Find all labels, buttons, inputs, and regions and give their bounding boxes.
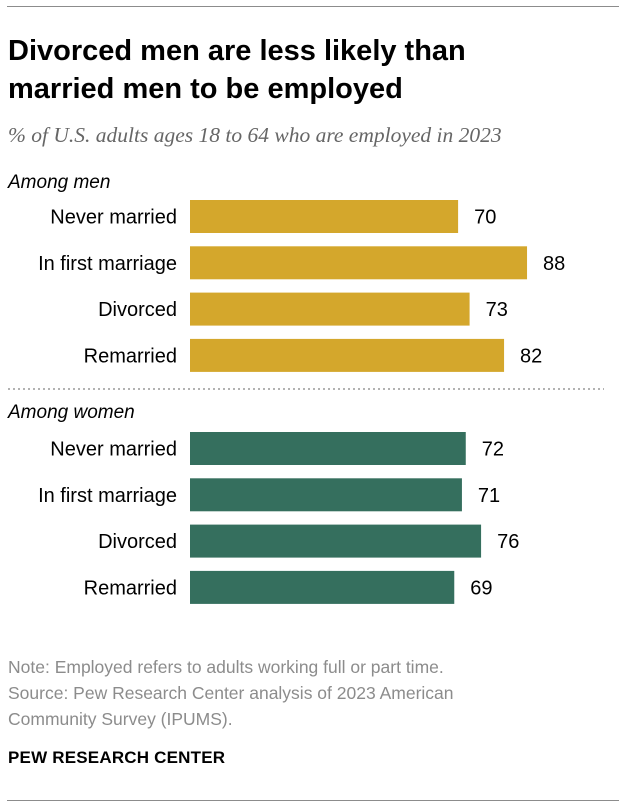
data-label: 73: [486, 299, 508, 321]
note-text: Note: Employed refers to adults working …: [8, 657, 444, 677]
source-text-line-1: Source: Pew Research Center analysis of …: [8, 683, 454, 703]
category-label: Never married: [50, 439, 177, 461]
chart-subtitle: % of U.S. adults ages 18 to 64 who are e…: [8, 123, 502, 147]
title-line-2: married men to be employed: [8, 73, 403, 105]
category-label: Remarried: [84, 345, 177, 367]
organization-name: PEW RESEARCH CENTER: [8, 748, 226, 767]
bar: [190, 338, 505, 372]
bar: [190, 524, 482, 558]
bottom-rule: [7, 800, 619, 801]
bar: [190, 200, 459, 233]
bar: [190, 478, 462, 512]
chart-title: Divorced men are less likely than marrie…: [8, 32, 608, 108]
source-text-line-2: Community Survey (IPUMS).: [8, 709, 233, 729]
data-label: 76: [497, 531, 519, 553]
group-label-women: Among women: [7, 402, 135, 423]
data-label: 70: [474, 207, 496, 229]
category-label: Never married: [50, 207, 177, 229]
category-label: Divorced: [98, 531, 177, 553]
chart-notes: Note: Employed refers to adults working …: [8, 654, 608, 732]
bar: [190, 246, 528, 280]
data-label: 88: [543, 253, 565, 275]
category-label: In first marriage: [38, 253, 177, 275]
category-label: Remarried: [84, 577, 177, 599]
group-label-men: Among men: [7, 172, 110, 193]
category-label: Divorced: [98, 299, 177, 321]
data-label: 71: [478, 485, 500, 507]
data-label: 72: [482, 439, 504, 461]
bar: [190, 570, 455, 604]
bar: [190, 292, 470, 326]
top-rule: [7, 6, 619, 7]
data-label: 69: [470, 577, 492, 599]
bar-chart: Among men Never married 70 In first marriag…: [7, 172, 604, 604]
category-label: In first marriage: [38, 485, 177, 507]
title-line-1: Divorced men are less likely than: [8, 35, 466, 67]
data-label: 82: [520, 345, 542, 367]
bar: [190, 432, 466, 465]
